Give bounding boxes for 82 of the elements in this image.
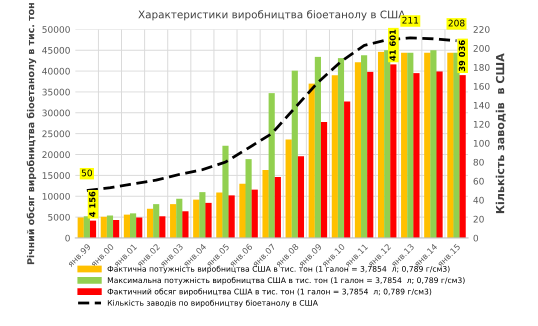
y2-tick-label: 100 (474, 140, 490, 147)
bar (84, 216, 90, 238)
bar (222, 146, 229, 238)
bar (268, 93, 275, 238)
y-tick-label: 30000 (42, 110, 70, 116)
bar (320, 122, 328, 238)
bar (447, 52, 454, 238)
bar (314, 56, 321, 238)
data-label: 208 (448, 20, 465, 26)
bar (407, 52, 414, 238)
bar (354, 62, 362, 238)
data-label: 4 156 (89, 192, 96, 217)
y2-tick-label: 0 (474, 234, 478, 242)
bar (274, 177, 281, 238)
y2-tick-label: 40 (473, 196, 484, 204)
bar (430, 50, 436, 238)
data-label: 39 036 (458, 40, 466, 72)
bar (136, 218, 142, 238)
bar (453, 52, 460, 238)
bar (170, 204, 176, 238)
bar (239, 184, 246, 238)
bar (384, 50, 390, 238)
bar (176, 198, 182, 238)
bar (252, 190, 258, 238)
bar (308, 84, 315, 238)
data-label: 41 601 (389, 30, 396, 61)
y-tick-label: 10000 (42, 192, 70, 200)
y-tick-label: 45000 (42, 46, 70, 54)
bar (262, 170, 269, 238)
bar (401, 52, 408, 238)
bar (460, 75, 466, 238)
bar (216, 192, 222, 238)
bar (246, 159, 252, 238)
bar (130, 213, 136, 238)
data-label: 211 (402, 16, 418, 24)
bar (361, 55, 368, 238)
y2-tick-label: 60 (474, 178, 484, 185)
bar (205, 202, 212, 238)
bar (344, 102, 350, 238)
y2-tick-label: 120 (474, 120, 490, 128)
bar (338, 58, 344, 238)
y2-tick-label: 200 (474, 45, 490, 52)
y-axis-title: Річний обсяг виробництва біоетанолу в тис. тон (26, 3, 36, 264)
y-tick-label: 5000 (48, 214, 70, 221)
bar (390, 64, 396, 238)
bar (182, 211, 189, 238)
bar (199, 192, 206, 238)
y-tick-label: 40000 (42, 68, 70, 75)
bar (159, 216, 166, 238)
y2-tick-label: 180 (474, 64, 490, 71)
bar (292, 70, 298, 238)
bar (378, 52, 384, 238)
bar (153, 204, 160, 238)
bar (193, 200, 200, 238)
bar (106, 215, 114, 238)
bar (78, 218, 84, 238)
bar (90, 220, 96, 238)
bar (424, 52, 430, 238)
y2-tick-label: 220 (474, 26, 490, 33)
y-tick-label: 25000 (42, 130, 70, 138)
bar (228, 195, 235, 238)
y-tick-label: 15000 (42, 172, 70, 179)
y2-tick-label: 140 (474, 102, 490, 109)
data-label: 50 (82, 169, 92, 176)
y2-axis-title: Кількість заводів в США (496, 53, 506, 214)
bar (286, 140, 292, 238)
y-tick-label: 0 (65, 234, 70, 242)
y2-tick-label: 80 (474, 158, 484, 166)
bar (113, 220, 120, 238)
y-tick-label: 20000 (42, 151, 70, 158)
bar (146, 208, 154, 238)
bar (332, 75, 338, 238)
bar (436, 71, 443, 238)
bar (367, 72, 374, 238)
bar (413, 73, 420, 238)
bar (298, 156, 304, 238)
y2-tick-label: 160 (474, 82, 490, 90)
bar (124, 214, 130, 238)
y2-tick-label: 20 (474, 216, 484, 223)
y-tick-label: 35000 (42, 88, 70, 96)
bar (100, 216, 107, 238)
y-tick-label: 50000 (42, 26, 70, 33)
